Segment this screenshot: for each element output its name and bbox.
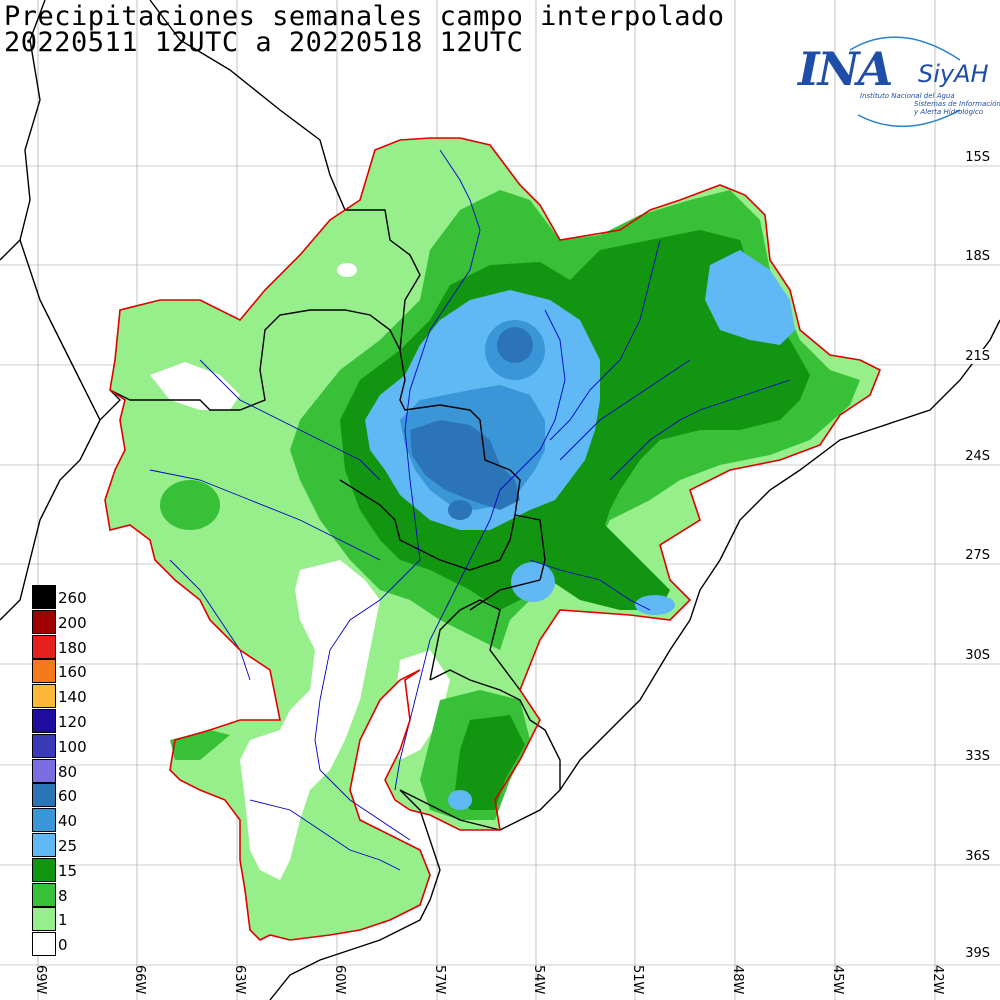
precip-zone-25-e: [635, 595, 675, 615]
legend-row: 0: [32, 932, 132, 957]
legend-swatch: [32, 758, 56, 783]
legend-label: 180: [58, 638, 87, 657]
legend-swatch: [32, 634, 56, 659]
legend-label: 15: [58, 861, 78, 880]
lon-label: 66W: [132, 965, 147, 995]
legend-swatch: [32, 609, 56, 634]
legend-label: 40: [58, 812, 78, 831]
lat-label: 30S: [963, 648, 992, 663]
precip-zone-0-blob: [337, 263, 357, 277]
legend-swatch: [32, 833, 56, 857]
legend-row: 80: [32, 758, 132, 784]
precip-zone-60-south: [448, 500, 472, 520]
precip-zone-15-south: [455, 715, 525, 810]
legend-row: 40: [32, 808, 132, 833]
legend-swatch: [32, 907, 56, 932]
lon-label: 51W: [630, 965, 645, 995]
legend-swatch: [32, 709, 56, 733]
legend-swatch: [32, 808, 56, 833]
legend-swatch: [32, 783, 56, 808]
legend-label: 160: [58, 663, 87, 682]
lat-label: 33S: [963, 749, 992, 764]
legend-label: 25: [58, 837, 78, 855]
legend-swatch: [32, 684, 56, 709]
precip-zone-0-west: [150, 362, 240, 410]
logo-ina-text: INA: [798, 42, 893, 96]
lat-label: 21S: [963, 349, 992, 364]
precip-zone-15-east: [530, 520, 670, 610]
legend-row: 200: [32, 609, 132, 635]
logo-subtitle-1: Sistemas de Información: [914, 100, 1000, 108]
legend-swatch: [32, 585, 56, 609]
logo-subtitle-2: y Alerta Hidrológico: [914, 108, 984, 116]
legend-label: 260: [58, 589, 87, 607]
precip-zone-60: [410, 420, 520, 510]
legend-swatch: [32, 733, 56, 758]
legend-row: 180: [32, 634, 132, 660]
legend-row: 260: [32, 585, 132, 610]
map-title: Precipitaciones semanales campo interpol…: [4, 1, 725, 32]
legend-row: 15: [32, 857, 132, 883]
lat-label: 27S: [963, 548, 992, 563]
legend-label: 100: [58, 737, 87, 756]
legend-label: 1: [58, 911, 68, 930]
legend-row: 8: [32, 882, 132, 908]
lon-label: 42W: [930, 965, 945, 995]
legend-label: 80: [58, 762, 78, 781]
lat-label: 24S: [963, 449, 992, 464]
precip-zone-25-ne: [705, 250, 795, 345]
precip-zone-8-west: [160, 480, 220, 530]
lon-label: 60W: [332, 965, 347, 995]
lon-label: 48W: [730, 965, 745, 995]
legend-swatch: [32, 932, 56, 957]
legend-label: 120: [58, 713, 87, 731]
legend-row: 100: [32, 733, 132, 759]
precip-zone-25-s: [448, 790, 472, 810]
legend-row: 140: [32, 684, 132, 709]
lat-label: 39S: [963, 946, 992, 961]
logo-siyah-text: SiyAH: [918, 60, 989, 88]
legend-row: 120: [32, 709, 132, 734]
legend-label: 200: [58, 613, 87, 632]
legend-row: 1: [32, 907, 132, 932]
lon-label: 69W: [33, 965, 48, 995]
legend-swatch: [32, 659, 56, 684]
lon-label: 45W: [830, 965, 845, 995]
map-period: 20220511 12UTC a 20220518 12UTC: [4, 27, 524, 58]
legend-swatch: [32, 882, 56, 907]
legend-swatch: [32, 857, 56, 882]
lat-label: 36S: [963, 849, 992, 864]
precip-zone-60-north: [497, 327, 533, 363]
legend-row: 160: [32, 659, 132, 684]
lat-label: 18S: [963, 249, 992, 264]
lon-label: 54W: [531, 965, 546, 995]
logo-institute-text: Instituto Nacional del Agua: [860, 92, 955, 100]
legend-label: 0: [58, 936, 68, 955]
basin-outline: [104, 137, 882, 941]
lat-label: 15S: [963, 150, 992, 165]
legend-label: 140: [58, 688, 87, 707]
lon-label: 63W: [232, 965, 247, 995]
ina-logo: INA SiyAH Instituto Nacional del Agua Si…: [790, 30, 1000, 130]
logo-swoosh-icon: [849, 36, 961, 128]
rivers: [149, 149, 791, 871]
precip-zone-0-south: [240, 560, 380, 880]
legend-label: 8: [58, 886, 68, 905]
lon-label: 57W: [432, 965, 447, 995]
legend-row: 60: [32, 783, 132, 808]
legend-row: 25: [32, 833, 132, 858]
legend-label: 60: [58, 787, 78, 806]
